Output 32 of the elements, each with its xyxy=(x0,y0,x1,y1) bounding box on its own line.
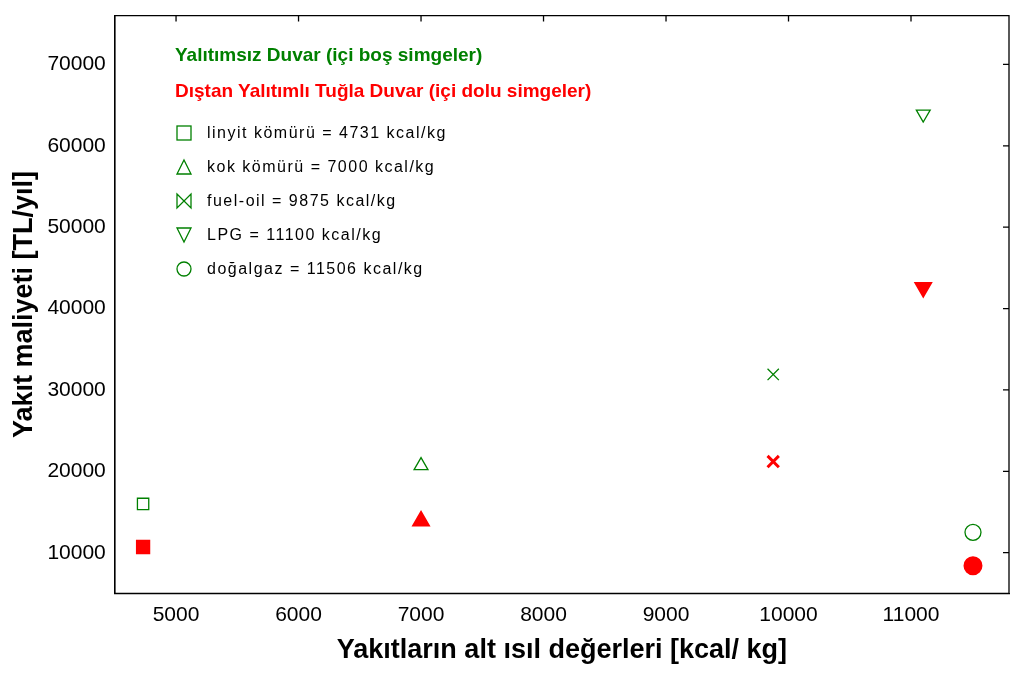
point xyxy=(766,454,781,469)
x-tick-label: 5000 xyxy=(152,601,200,625)
point xyxy=(135,539,151,555)
annotation: Yalıtımsız Duvar (içi boş simgeler) xyxy=(175,44,484,66)
y-tick-label: 40000 xyxy=(47,295,106,319)
annotation: Dıştan Yalıtımlı Tuğla Duvar (içi dolu simgeler) xyxy=(175,80,592,102)
point xyxy=(136,497,150,511)
legend-label: fuel-oil = 9875 kcal/kg xyxy=(207,192,397,210)
y-tick-label: 60000 xyxy=(47,132,106,156)
legend-label: LPG = 11100 kcal/kg xyxy=(207,226,383,244)
y-tick-label: 20000 xyxy=(47,458,106,482)
point xyxy=(914,281,932,297)
y-axis-title: Yakıt maliyeti [TL/yıl] xyxy=(7,170,38,439)
legend-label: doğalgaz = 11506 kcal/kg xyxy=(207,260,424,278)
point xyxy=(766,368,780,381)
x-tick-label: 9000 xyxy=(642,601,690,625)
legend-label: kok kömürü = 7000 kcal/kg xyxy=(207,158,436,176)
point xyxy=(915,109,931,123)
y-tick-label: 50000 xyxy=(47,213,106,237)
point xyxy=(963,556,983,576)
legend-label: linyit kömürü = 4731 kcal/kg xyxy=(207,124,447,142)
y-tick-label: 10000 xyxy=(47,539,106,563)
x-tick-label: 7000 xyxy=(397,601,445,625)
x-tick-label: 10000 xyxy=(759,601,818,625)
x-tick-label: 11000 xyxy=(882,601,940,625)
x-axis-title: Yakıtların alt ısıl değerleri [kcal/ kg] xyxy=(336,634,787,665)
point xyxy=(964,523,982,542)
x-tick-label: 8000 xyxy=(520,601,567,625)
x-tick-label: 6000 xyxy=(275,601,322,625)
y-tick-label: 30000 xyxy=(47,376,106,400)
point xyxy=(412,511,430,527)
y-tick-label: 70000 xyxy=(47,51,106,75)
